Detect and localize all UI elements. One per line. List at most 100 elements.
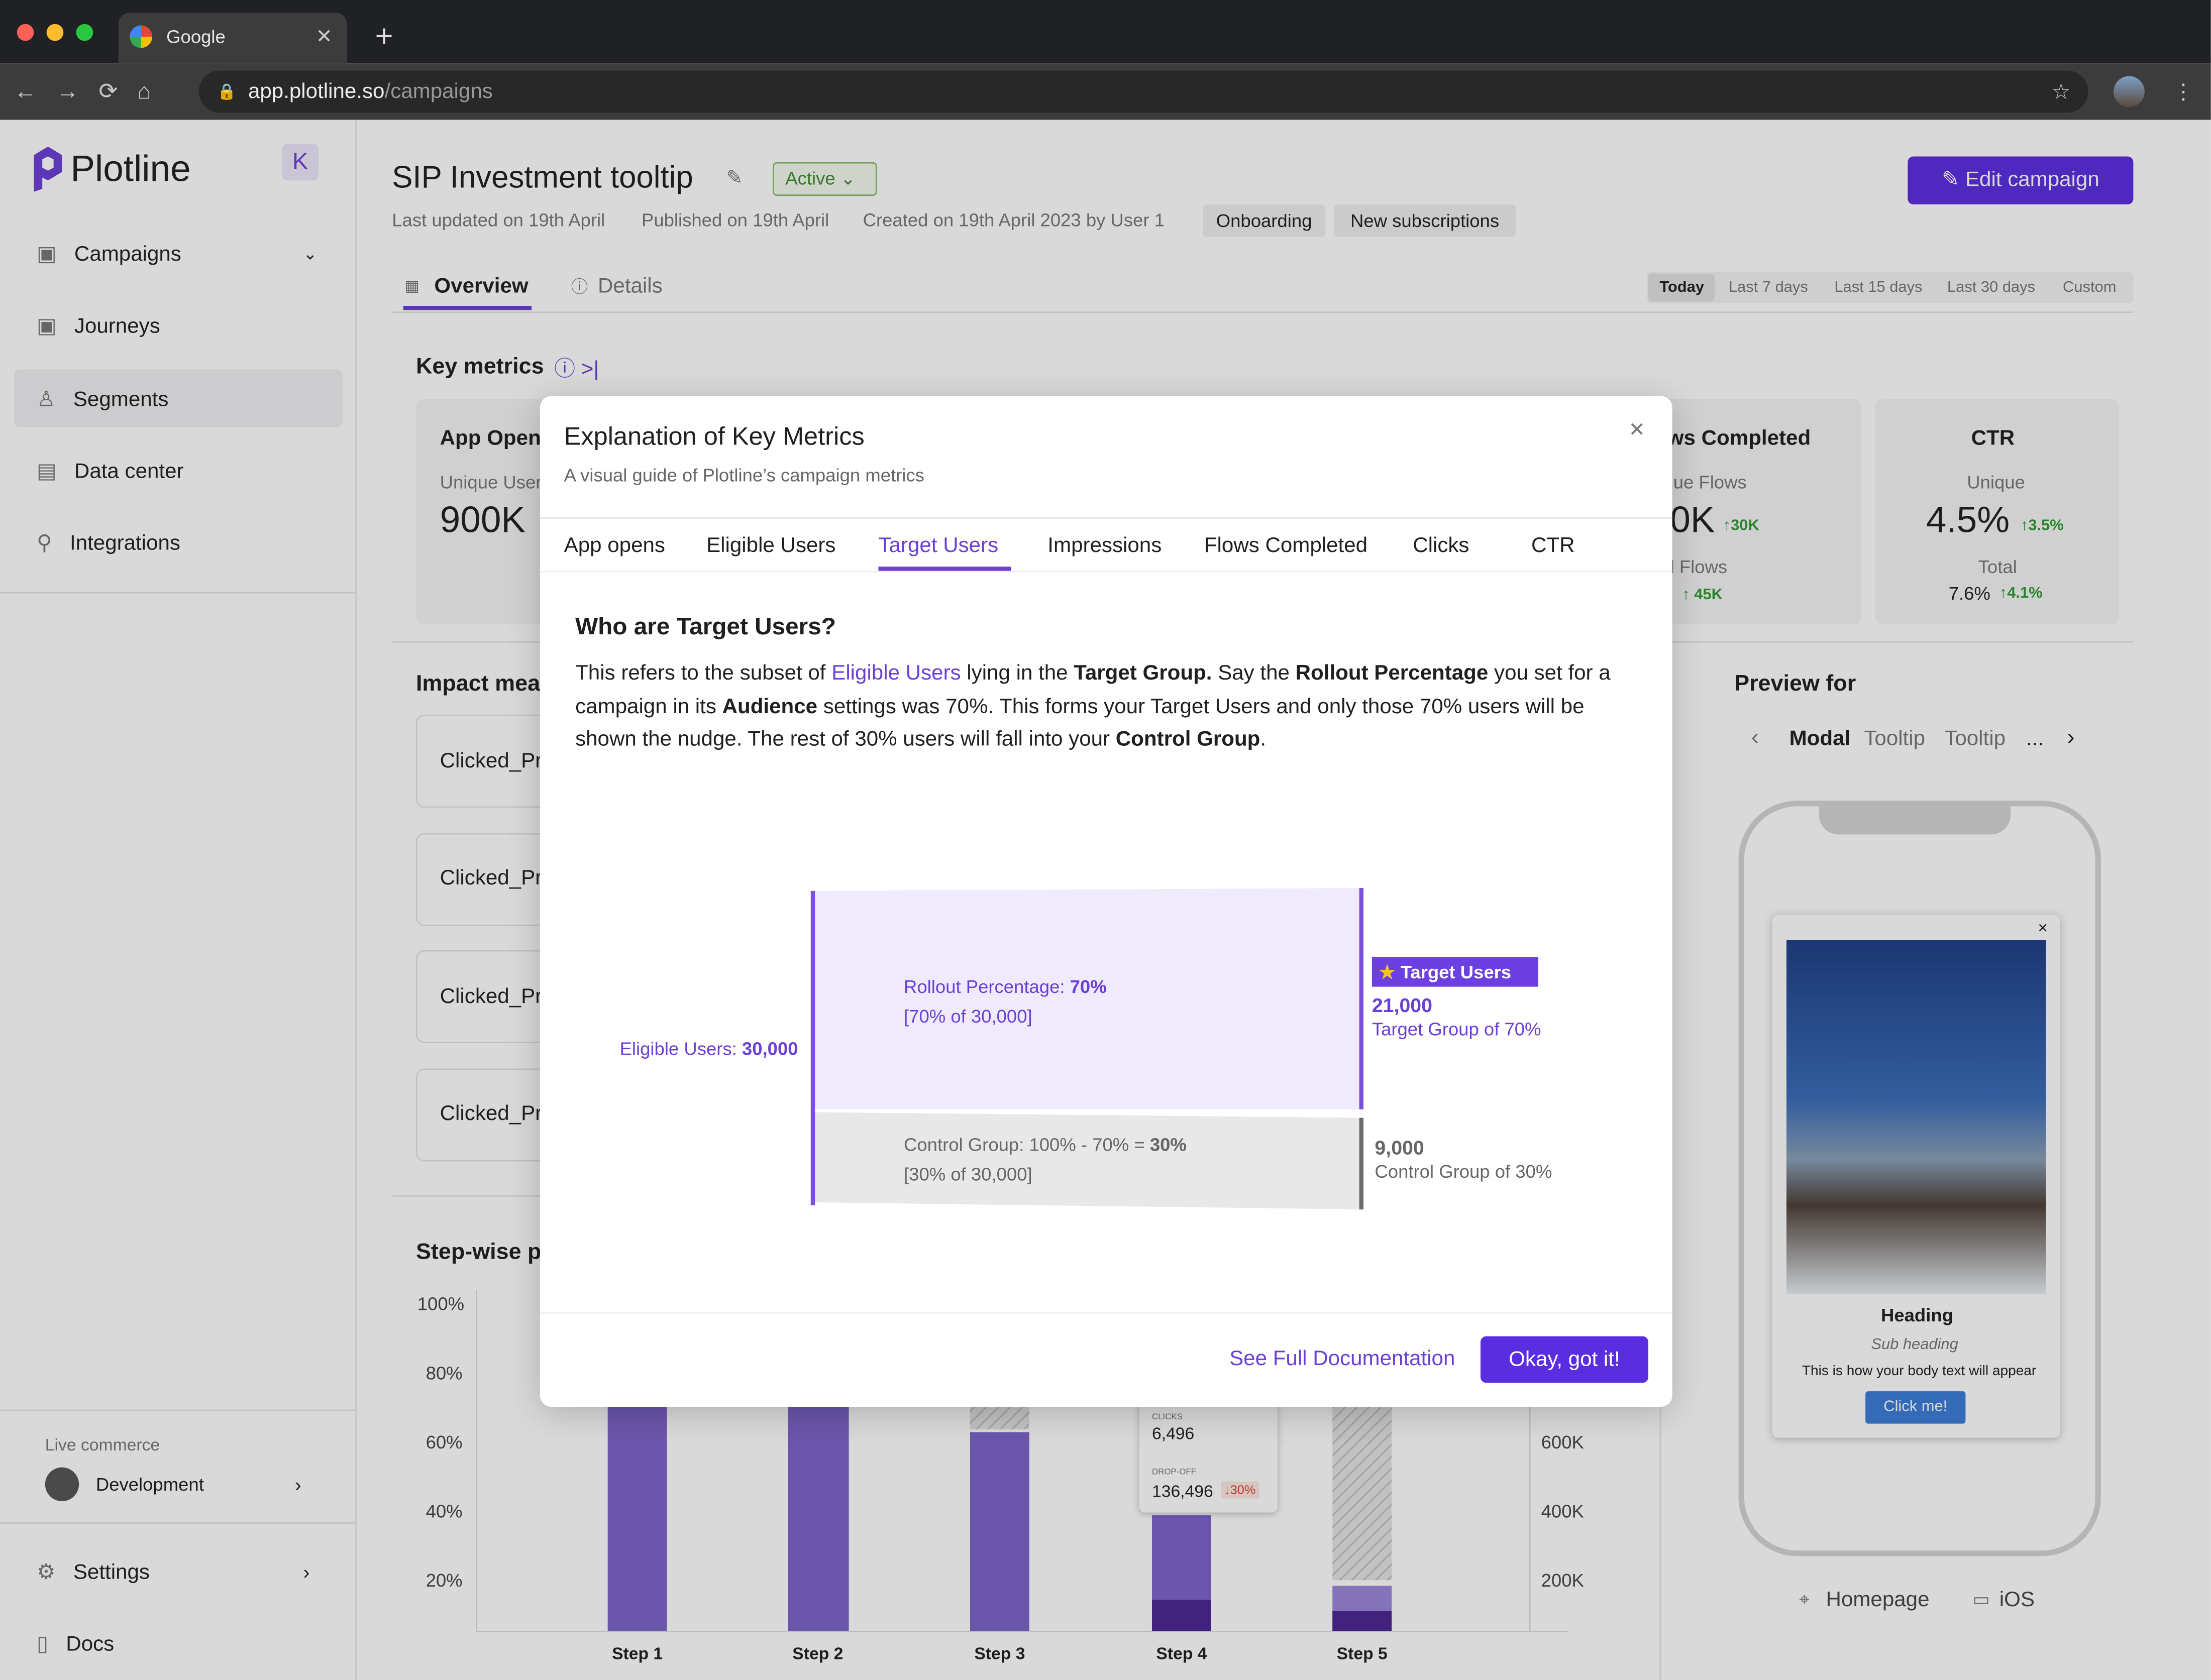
tab-title: Google [166, 26, 226, 48]
span: Journeys [74, 314, 160, 339]
range-active [1648, 273, 1715, 302]
target-caption: Target Group of 70% [1372, 1018, 1541, 1040]
metric-title: CTR [1971, 426, 2015, 451]
tip-change: ↓30% [1221, 1481, 1258, 1499]
preview-image [1786, 940, 2046, 1294]
span: Target Group. [1074, 661, 1212, 686]
span: . [1260, 727, 1267, 751]
chevron: › [294, 1473, 301, 1496]
confirm-btn[interactable]: Okay, got it! [1480, 1336, 1648, 1383]
metric-total: 7.6% [1948, 583, 1990, 604]
polygon [815, 1112, 1359, 1210]
new-tab[interactable]: + [375, 18, 393, 54]
modal: Explanation of Key Metrics A visual guid… [540, 396, 1672, 1407]
notch [1819, 806, 2011, 835]
nav-item[interactable]: ▯ Docs [37, 1631, 114, 1656]
collapse[interactable]: K [282, 144, 319, 181]
rect [1332, 1395, 1392, 1581]
option[interactable]: Tooltip [1944, 726, 2006, 751]
nav-item[interactable]: ▣ Journeys [37, 313, 160, 339]
modal-tab[interactable]: Target Users [878, 533, 999, 558]
span: Eligible Users [831, 661, 961, 686]
metric-label: Unique [1967, 471, 2025, 493]
tab-icon: ▦ [404, 278, 419, 295]
tab [118, 13, 347, 64]
span: Rollout Percentage [1295, 661, 1489, 686]
tab-icon: ⓘ [571, 277, 588, 297]
step: Step 4 [1156, 1643, 1207, 1663]
rect [970, 1432, 1029, 1631]
span: app.plotline.so [248, 79, 385, 104]
phone [1738, 801, 2101, 1556]
range[interactable]: Last 7 days [1728, 279, 1808, 296]
span: Rollout Percentage: [904, 976, 1070, 997]
divider [0, 1409, 356, 1411]
page-tab[interactable]: Overview [434, 274, 529, 298]
tip-label: CLICKS [1151, 1414, 1183, 1422]
control-count: 9,000 [1375, 1136, 1424, 1159]
edit-btn[interactable]: ✎ Edit campaign [1908, 156, 2134, 204]
metric-change: ↑4.1% [1999, 585, 2043, 602]
brand: Plotline [70, 147, 191, 190]
modal-tab[interactable]: Impressions [1047, 533, 1162, 558]
ytick: 100% [417, 1293, 465, 1315]
modal-tab[interactable]: Clicks [1413, 533, 1469, 558]
meta: Created on 19th April 2023 by User 1 [863, 209, 1165, 231]
divider [540, 517, 1672, 519]
option[interactable]: Modal [1789, 726, 1851, 751]
modal-close[interactable]: ✕ [1628, 418, 1645, 441]
span: /campaigns [384, 79, 493, 104]
ytick: 40% [426, 1500, 463, 1522]
nav-item[interactable]: ▤ Data center [37, 458, 184, 484]
tab-underline [878, 567, 1011, 571]
tip-label: DROP-OFF [1151, 1469, 1196, 1478]
nav-item[interactable]: ⚲ Integrations [37, 530, 180, 555]
url-bar [198, 70, 2088, 113]
span: Segments [73, 387, 169, 412]
option[interactable]: Tooltip [1864, 726, 1926, 751]
span: ▣ [36, 314, 57, 339]
y2tick: 200K [1541, 1570, 1584, 1591]
span: This refers to the subset of [575, 661, 832, 686]
lock: 🔒 [217, 83, 237, 101]
divider [540, 1312, 1672, 1314]
modal-tab[interactable]: CTR [1531, 533, 1575, 558]
ws-name[interactable]: Development [95, 1474, 204, 1495]
span: Control Group: 100% - 70% = [904, 1134, 1150, 1156]
status[interactable]: Active ⌄ [773, 162, 877, 196]
preview-close: ✕ [2037, 921, 2048, 936]
ytick: 80% [426, 1362, 463, 1384]
page-tab[interactable]: Details [597, 274, 663, 298]
span: Say the [1212, 661, 1296, 686]
modal-tab[interactable]: Flows Completed [1204, 533, 1368, 558]
span: Control Group [1115, 727, 1260, 751]
span: Data center [74, 459, 184, 484]
range[interactable]: Today [1659, 279, 1704, 296]
preview-sub: Sub heading [1871, 1336, 1958, 1354]
span: ⚲ [36, 531, 52, 555]
doc-link[interactable]: See Full Documentation [1229, 1347, 1455, 1371]
chrome-top [0, 0, 2211, 64]
range[interactable]: Last 15 days [1834, 279, 1923, 296]
span: Audience [722, 694, 818, 718]
section-title: Preview for [1734, 672, 1856, 697]
section-title: Key metrics [415, 355, 544, 379]
tip-value: 136,496 [1151, 1481, 1213, 1502]
preview-body: This is how your body text will appear [1802, 1364, 2037, 1380]
preview-button[interactable]: Click me! [1865, 1391, 1966, 1424]
modal-body: This refers to the subset of Eligible Us… [575, 657, 1647, 756]
span: Settings [73, 1560, 150, 1585]
nav-icons: ←→⟳⌂ [14, 80, 171, 104]
nav-item[interactable]: ⚙ Settings [37, 1559, 150, 1585]
card [1875, 399, 2120, 625]
nav-item[interactable]: ♙ Segments [37, 386, 168, 412]
modal-tab[interactable]: Eligible Users [706, 533, 836, 558]
range[interactable]: Custom [2063, 279, 2117, 296]
modal-tab[interactable]: App opens [564, 533, 665, 558]
nav-item[interactable]: ▣ Campaigns [37, 241, 181, 267]
rollout: Rollout Percentage: 70% [904, 976, 1107, 997]
span: 70% [1070, 976, 1107, 997]
range[interactable]: Last 30 days [1947, 279, 2035, 296]
